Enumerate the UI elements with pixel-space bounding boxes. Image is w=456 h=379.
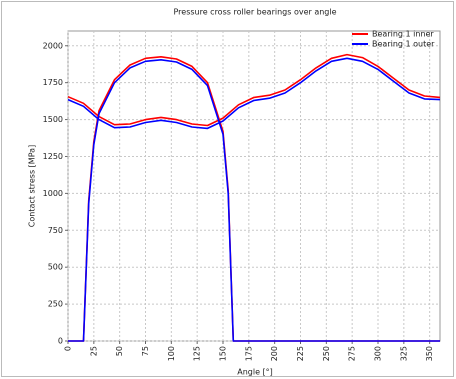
y-axis-label: Contact stress [MPa] bbox=[28, 145, 37, 227]
x-tick-label: 250 bbox=[322, 346, 331, 361]
y-tick-label: 1500 bbox=[43, 115, 63, 124]
x-axis-label: Angle [°] bbox=[237, 368, 273, 377]
x-tick-label: 225 bbox=[296, 346, 305, 361]
plot-area bbox=[67, 30, 441, 342]
x-tick-label: 125 bbox=[193, 346, 202, 361]
y-tick-label: 500 bbox=[48, 263, 63, 272]
y-tick-label: 1250 bbox=[43, 152, 63, 161]
x-tick-label: 275 bbox=[348, 346, 357, 361]
y-tick-label: 1000 bbox=[43, 189, 63, 198]
y-tick-label: 2000 bbox=[43, 41, 63, 50]
x-tick-label: 350 bbox=[425, 346, 434, 361]
x-tick-label: 200 bbox=[270, 346, 279, 361]
x-tick-label: 50 bbox=[115, 346, 124, 356]
y-tick-label: 0 bbox=[58, 337, 63, 346]
legend-label: Bearing 1 outer bbox=[372, 40, 435, 49]
line bbox=[67, 57, 441, 342]
x-tick-label: 325 bbox=[399, 346, 408, 361]
chart-title: Pressure cross roller bearings over angl… bbox=[173, 8, 336, 17]
legend-label: Bearing 1 inner bbox=[372, 30, 434, 39]
y-tick-label: 750 bbox=[48, 226, 63, 235]
x-tick-label: 25 bbox=[89, 346, 98, 356]
x-tick-label: 150 bbox=[219, 346, 228, 361]
x-tick-label: 0 bbox=[64, 346, 73, 351]
y-tick-label: 250 bbox=[48, 300, 63, 309]
y-tick-label: 1750 bbox=[43, 78, 63, 87]
x-tick-label: 75 bbox=[141, 346, 150, 356]
x-tick-label: 100 bbox=[167, 346, 176, 361]
x-tick-label: 300 bbox=[374, 346, 383, 361]
x-tick-label: 175 bbox=[244, 346, 253, 361]
